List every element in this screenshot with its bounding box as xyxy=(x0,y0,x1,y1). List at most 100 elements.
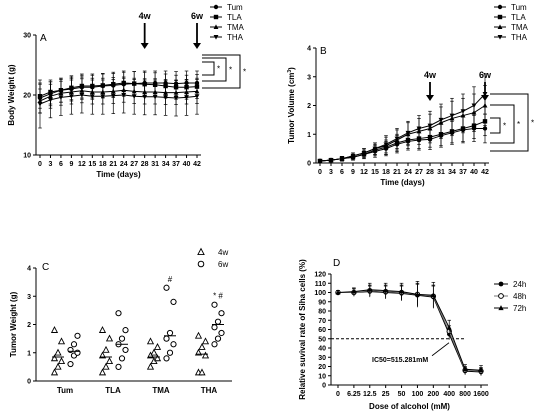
data-point xyxy=(37,102,43,107)
data-point-6w xyxy=(163,284,170,291)
y-tick-label: 1 xyxy=(27,350,31,357)
significance-mark: * xyxy=(243,68,246,77)
y-tick-label: 90 xyxy=(318,299,326,306)
data-point-6w xyxy=(163,355,170,362)
y-tick-label: 0 xyxy=(307,161,311,168)
legend-marker xyxy=(213,14,219,20)
x-tick-label: 27 xyxy=(415,169,423,176)
data-point xyxy=(79,93,85,98)
data-point-6w xyxy=(211,341,218,348)
significance-bracket xyxy=(490,117,501,134)
arrow-6w-label: 6w xyxy=(191,11,204,21)
series-tha xyxy=(37,76,200,129)
legend-label: 6w xyxy=(218,260,228,269)
y-axis-title-sup: 3 xyxy=(287,70,293,73)
x-tick-label: 18 xyxy=(382,169,390,176)
y-axis-title: Tumor Weight (g) xyxy=(9,291,18,357)
data-point-4w xyxy=(50,326,59,333)
y-tick-label: 0 xyxy=(27,379,31,386)
data-point-4w xyxy=(50,354,59,362)
x-tick-label: TMA xyxy=(152,386,170,395)
data-point-4w xyxy=(98,326,107,333)
group-tha: THA * # xyxy=(194,292,225,395)
y-tick-label: 100 xyxy=(314,290,326,297)
y-tick-label: 80 xyxy=(318,309,326,316)
data-point xyxy=(383,288,389,293)
data-point xyxy=(100,94,106,99)
data-point xyxy=(394,136,400,142)
data-point xyxy=(163,95,169,101)
y-tick-label: 3 xyxy=(27,294,31,301)
series-line xyxy=(39,94,198,105)
data-point xyxy=(427,123,433,129)
x-tick-label: 3 xyxy=(49,161,53,168)
x-tick-label: 12 xyxy=(360,169,368,176)
data-point xyxy=(449,113,455,119)
ic50-pointer xyxy=(431,342,450,357)
x-tick-label: 42 xyxy=(193,161,201,168)
legend-label: 72h xyxy=(513,304,526,313)
significance-bracket xyxy=(202,57,227,82)
legend-label: THA xyxy=(511,33,528,42)
data-point xyxy=(184,95,189,101)
data-point xyxy=(471,103,477,109)
y-tick-label: 30 xyxy=(318,355,326,362)
significance-mark: * xyxy=(217,65,220,74)
data-point xyxy=(194,94,200,99)
x-tick-label: 31 xyxy=(151,161,159,168)
y-tick-label: 50 xyxy=(318,336,326,343)
data-point xyxy=(446,325,452,330)
x-tick-label: 400 xyxy=(443,391,455,398)
x-tick-label: 6 xyxy=(59,161,63,168)
data-point-4w xyxy=(153,354,162,362)
x-tick-label: 0 xyxy=(38,161,42,168)
data-point xyxy=(110,93,116,99)
significance-bracket xyxy=(202,54,241,89)
data-point xyxy=(328,158,334,163)
x-tick-label: 0 xyxy=(318,169,322,176)
data-point xyxy=(415,291,420,297)
legend-label: THA xyxy=(227,33,244,42)
arrow-4w-head xyxy=(426,95,434,101)
panel-letter: B xyxy=(320,46,327,57)
x-tick-label: 800 xyxy=(459,391,471,398)
x-tick-label: 1600 xyxy=(473,391,489,398)
y-tick-label: 110 xyxy=(315,281,326,288)
data-point-4w xyxy=(201,351,210,359)
data-point-4w xyxy=(102,362,110,370)
y-tick-label: 10 xyxy=(318,373,326,380)
x-tick-label: 50 xyxy=(398,391,406,398)
panel-letter: A xyxy=(40,33,47,44)
data-point-6w xyxy=(115,363,122,370)
y-tick-label: 0 xyxy=(322,383,326,390)
legend-marker xyxy=(497,24,503,29)
data-point xyxy=(317,159,323,164)
arrow-6w-label: 6w xyxy=(479,70,492,80)
series-line xyxy=(39,89,198,102)
x-tick-label: 15 xyxy=(371,169,379,176)
data-point-4w xyxy=(57,357,66,365)
legend-label: Tum xyxy=(511,3,527,12)
data-point xyxy=(121,93,127,98)
x-tick-label: 24 xyxy=(404,169,412,176)
data-point xyxy=(351,288,357,294)
data-point-6w xyxy=(115,310,122,317)
y-tick-label: 20 xyxy=(23,93,31,100)
significance-mark: * xyxy=(503,122,506,131)
data-point-4w xyxy=(194,331,203,339)
x-tick-label: 21 xyxy=(393,169,401,176)
legend-marker xyxy=(498,293,504,299)
data-point-4w xyxy=(54,362,62,370)
y-tick-label: 3 xyxy=(307,74,311,81)
x-tick-label: 200 xyxy=(427,391,439,398)
legend-label: 4w xyxy=(218,248,228,257)
data-point-6w xyxy=(122,346,129,354)
legend-marker xyxy=(497,14,503,20)
significance-mark: * xyxy=(229,66,232,75)
data-point xyxy=(372,146,378,152)
significance-bracket xyxy=(490,93,529,152)
y-axis-title-end: ) xyxy=(287,67,296,70)
data-point-4w xyxy=(198,343,206,350)
legend-label: Tum xyxy=(227,3,243,12)
